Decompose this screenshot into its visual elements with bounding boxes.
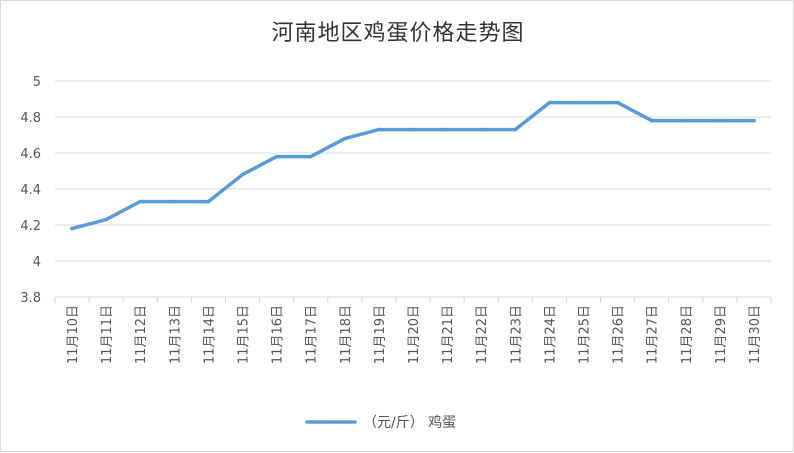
data-point xyxy=(377,127,381,132)
x-tick-label: 11月14日 xyxy=(202,305,217,364)
x-tick-label: 11月27日 xyxy=(646,305,661,364)
x-tick-label: 11月20日 xyxy=(407,305,422,364)
data-point xyxy=(343,136,347,141)
x-tick-label: 11月16日 xyxy=(271,305,286,364)
y-tick-label: 4.4 xyxy=(20,183,41,198)
x-tick-label: 11月18日 xyxy=(339,305,354,364)
data-point xyxy=(308,154,313,159)
chart-title: 河南地区鸡蛋价格走势图 xyxy=(271,21,525,46)
x-tick-label: 11月12日 xyxy=(134,305,149,364)
data-point xyxy=(274,154,279,159)
y-tick-label: 4 xyxy=(33,255,41,270)
x-tick-label: 11月30日 xyxy=(748,305,763,364)
x-tick-label: 11月21日 xyxy=(441,305,456,364)
x-tick-label: 11月15日 xyxy=(237,305,252,364)
x-tick-label: 11月10日 xyxy=(66,305,81,364)
x-tick-label: 11月13日 xyxy=(168,305,183,364)
data-point xyxy=(547,100,552,105)
x-tick-label: 11月28日 xyxy=(680,305,695,364)
x-tick-label: 11月24日 xyxy=(543,305,558,364)
data-point xyxy=(615,100,620,105)
data-point xyxy=(649,118,654,123)
x-tick-label: 11月26日 xyxy=(612,305,627,364)
y-tick-label: 4.8 xyxy=(20,111,41,126)
x-tick-label: 11月11日 xyxy=(100,305,115,364)
x-tick-label: 11月22日 xyxy=(475,305,490,364)
y-tick-label: 4.6 xyxy=(20,147,41,162)
x-tick-label: 11月17日 xyxy=(305,305,320,364)
data-point xyxy=(240,172,245,177)
data-point xyxy=(172,199,177,204)
x-tick-label: 11月19日 xyxy=(373,305,388,364)
y-tick-label: 4.2 xyxy=(20,219,41,234)
data-point xyxy=(581,100,586,105)
data-point xyxy=(445,127,449,132)
data-point xyxy=(104,217,108,222)
x-tick-label: 11月23日 xyxy=(509,305,524,364)
data-point xyxy=(683,118,688,123)
x-tick-label: 11月29日 xyxy=(714,305,729,364)
data-point xyxy=(479,127,483,132)
data-point xyxy=(752,118,756,123)
data-point xyxy=(138,199,143,204)
y-tick-label: 3.8 xyxy=(20,291,41,306)
y-tick-label: 5 xyxy=(33,75,41,90)
legend-label: （元/斤） 鸡蛋 xyxy=(363,414,456,431)
data-point xyxy=(513,127,518,132)
data-point xyxy=(70,226,74,231)
x-tick-label: 11月25日 xyxy=(577,305,592,364)
data-point xyxy=(206,199,211,204)
data-point xyxy=(411,127,415,132)
data-point xyxy=(718,118,722,123)
